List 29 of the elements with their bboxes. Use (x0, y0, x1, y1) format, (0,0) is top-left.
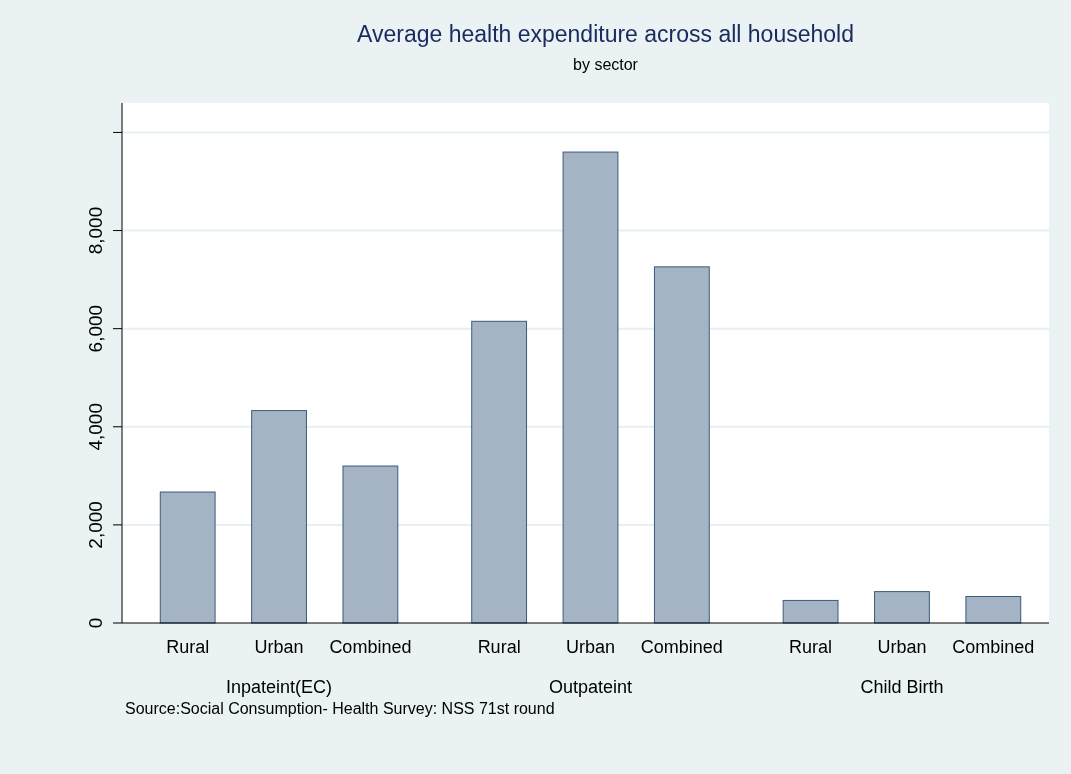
text: Rural (789, 637, 833, 657)
bar (653, 266, 710, 624)
x-tick-label: Inpateint(EC) (226, 677, 333, 697)
x-tick-label: Outpateint (548, 677, 633, 697)
series-label: Rural (166, 637, 210, 657)
bar (251, 410, 307, 624)
chart-subtitle: by sector (573, 56, 639, 73)
y-tick-label: 8,000 (85, 206, 106, 255)
bar (159, 491, 216, 624)
y-tick-label: 0 (85, 617, 106, 629)
bar (471, 320, 528, 624)
text: Urban (565, 637, 616, 657)
text: Combined (329, 637, 412, 657)
text: Rural (477, 637, 521, 657)
y-tick-label: 6,000 (85, 304, 106, 353)
bar (562, 151, 619, 624)
chart-title: Average health expenditure across all household (357, 21, 854, 47)
y-tick-label: 4,000 (85, 403, 106, 451)
series-label: Combined (952, 637, 1035, 657)
bar (342, 465, 399, 624)
bar (874, 591, 930, 624)
bar (782, 599, 839, 624)
source-note: Source:Social Consumption- Health Survey: NSS 71st round (125, 700, 555, 717)
x-tick-label: Child Birth (860, 677, 944, 697)
bar (965, 596, 1022, 624)
text: Combined (640, 637, 723, 657)
series-label: Urban (254, 637, 304, 657)
text: Urban (877, 637, 927, 657)
y-tick-label: 2,000 (85, 501, 106, 549)
